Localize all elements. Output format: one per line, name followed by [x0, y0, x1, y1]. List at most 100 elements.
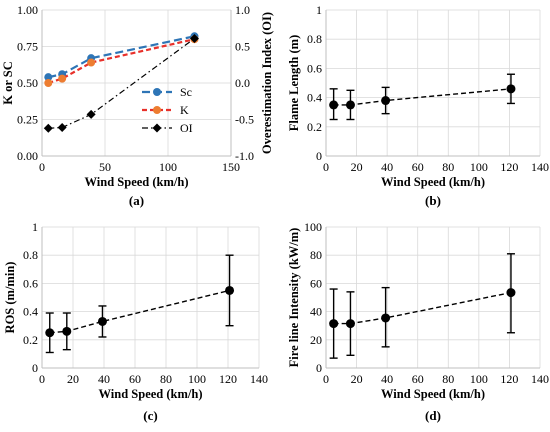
- x-tick-label: 60: [412, 372, 424, 386]
- series-line-oi: [48, 37, 195, 129]
- y-axis-label: K or SC: [1, 61, 15, 105]
- x-tick-label: 0: [323, 160, 329, 174]
- y-tick-label: 0: [316, 361, 322, 375]
- data-point: [329, 100, 339, 110]
- data-point: [97, 316, 107, 326]
- legend-label-sc: Sc: [180, 85, 192, 99]
- x-tick-label: 60: [129, 372, 141, 386]
- y-tick-label: 40: [310, 305, 322, 319]
- x-tick-label: 50: [99, 160, 111, 174]
- y-axis-label: Flame Length (m): [287, 35, 301, 132]
- series-line-k: [47, 38, 195, 85]
- y2-tick-label: 1.0: [235, 3, 250, 17]
- x-axis-label: Wind Speed (km/h): [381, 387, 485, 401]
- data-point-sc: [44, 73, 53, 82]
- y-tick-label: 100: [304, 220, 322, 234]
- panel-label: (a): [129, 193, 144, 208]
- y-axis-label: ROS (m/min): [3, 262, 17, 334]
- series-line-sc: [48, 35, 195, 79]
- x-tick-label: 80: [160, 372, 172, 386]
- data-point-k: [87, 58, 96, 67]
- chart-panel-c: 0 0.2 0.4 0.6 0.8 1 0 20 40 60 80 100 120 140 Wind Spe…: [3, 220, 268, 423]
- y-tick-label: 0.25: [17, 113, 38, 127]
- trend-line: [333, 291, 512, 325]
- data-point: [45, 328, 55, 338]
- y-tick-label: 0.2: [23, 333, 38, 347]
- legend-marker-sc: [153, 88, 161, 96]
- data-point-oi: [43, 123, 53, 133]
- x-axis-label: Wind Speed (km/h): [85, 175, 189, 189]
- legend-label-k: K: [180, 103, 189, 117]
- x-tick-label: 40: [381, 372, 393, 386]
- y-tick-label: 0.00: [17, 149, 38, 163]
- trend-line: [333, 88, 512, 106]
- x-tick-label: 80: [442, 160, 454, 174]
- data-point: [62, 326, 72, 336]
- y-tick-label: 0: [316, 149, 322, 163]
- data-point-oi: [189, 33, 199, 43]
- legend-label-oi: OI: [180, 121, 193, 135]
- x-tick-label: 150: [222, 160, 240, 174]
- x-tick-label: 100: [470, 160, 488, 174]
- y2-axis-label: Overestimation Index (OI): [260, 12, 274, 154]
- y-tick-label: 80: [310, 248, 322, 262]
- x-tick-label: 0: [39, 372, 45, 386]
- x-tick-label: 120: [500, 372, 518, 386]
- chart-panel-a: 0.00 0.25 0.50 0.75 1.00 0 50 100 150 Wind Speed …: [1, 3, 274, 208]
- y-tick-label: 0.75: [17, 40, 38, 54]
- data-point: [506, 84, 516, 94]
- y-tick-label: 0.6: [307, 61, 322, 75]
- y-tick-label: 60: [310, 276, 322, 290]
- y-tick-label: 0.4: [23, 305, 38, 319]
- x-tick-label: 40: [381, 160, 393, 174]
- data-point: [329, 319, 339, 329]
- data-point-k: [44, 79, 53, 87]
- panel-label: (d): [425, 408, 441, 423]
- x-tick-label: 140: [531, 372, 549, 386]
- data-point: [225, 285, 235, 295]
- data-point: [345, 100, 355, 110]
- x-tick-label: 20: [67, 372, 79, 386]
- y-tick-label: 1: [32, 220, 38, 234]
- panel-label: (b): [425, 193, 441, 208]
- y-tick-label: 1.00: [17, 3, 38, 17]
- y2-tick-label: 0.0: [235, 76, 250, 90]
- y-tick-label: 0: [32, 361, 38, 375]
- x-tick-label: 20: [351, 160, 363, 174]
- x-tick-label: 140: [250, 372, 268, 386]
- x-tick-label: 20: [351, 372, 363, 386]
- y2-tick-label: -0.5: [235, 113, 254, 127]
- data-point: [506, 288, 516, 298]
- x-tick-label: 100: [188, 372, 206, 386]
- x-axis-label: Wind Speed (km/h): [99, 387, 203, 401]
- y-tick-label: 0.8: [23, 248, 38, 262]
- y-tick-label: 0.4: [307, 91, 322, 105]
- legend-marker-oi: [152, 123, 162, 133]
- y-tick-label: 0.50: [17, 76, 38, 90]
- x-tick-label: 120: [219, 372, 237, 386]
- y-tick-label: 0.6: [23, 276, 38, 290]
- panel-label: (c): [143, 408, 157, 423]
- x-tick-label: 120: [500, 160, 518, 174]
- x-tick-label: 80: [442, 372, 454, 386]
- data-point-oi: [86, 109, 96, 119]
- x-tick-label: 0: [39, 160, 45, 174]
- data-point-k: [58, 74, 67, 83]
- chart-panel-b: 0 0.2 0.4 0.6 0.8 1 0 20 40 60 80 100 120 140 Wind Spe…: [287, 3, 549, 208]
- data-point: [345, 319, 355, 329]
- data-point-oi: [57, 123, 67, 133]
- y2-tick-label: 0.5: [235, 40, 250, 54]
- y-tick-label: 20: [310, 333, 322, 347]
- x-axis-label: Wind Speed (km/h): [381, 175, 485, 189]
- y-tick-label: 0.8: [307, 32, 322, 46]
- y-axis-label: Fire line Intensity (kW/m): [287, 228, 301, 368]
- y-tick-label: 0.2: [307, 120, 322, 134]
- x-tick-label: 40: [98, 372, 110, 386]
- trend-line: [49, 289, 230, 334]
- x-tick-label: 60: [412, 160, 424, 174]
- y-tick-label: 1: [316, 3, 322, 17]
- chart-panel-d: 0 20 40 60 80 100 0 20 40 60 80 100 120 140 Wind Speed…: [287, 220, 549, 423]
- x-tick-label: 140: [531, 160, 549, 174]
- legend-marker-k: [153, 106, 161, 114]
